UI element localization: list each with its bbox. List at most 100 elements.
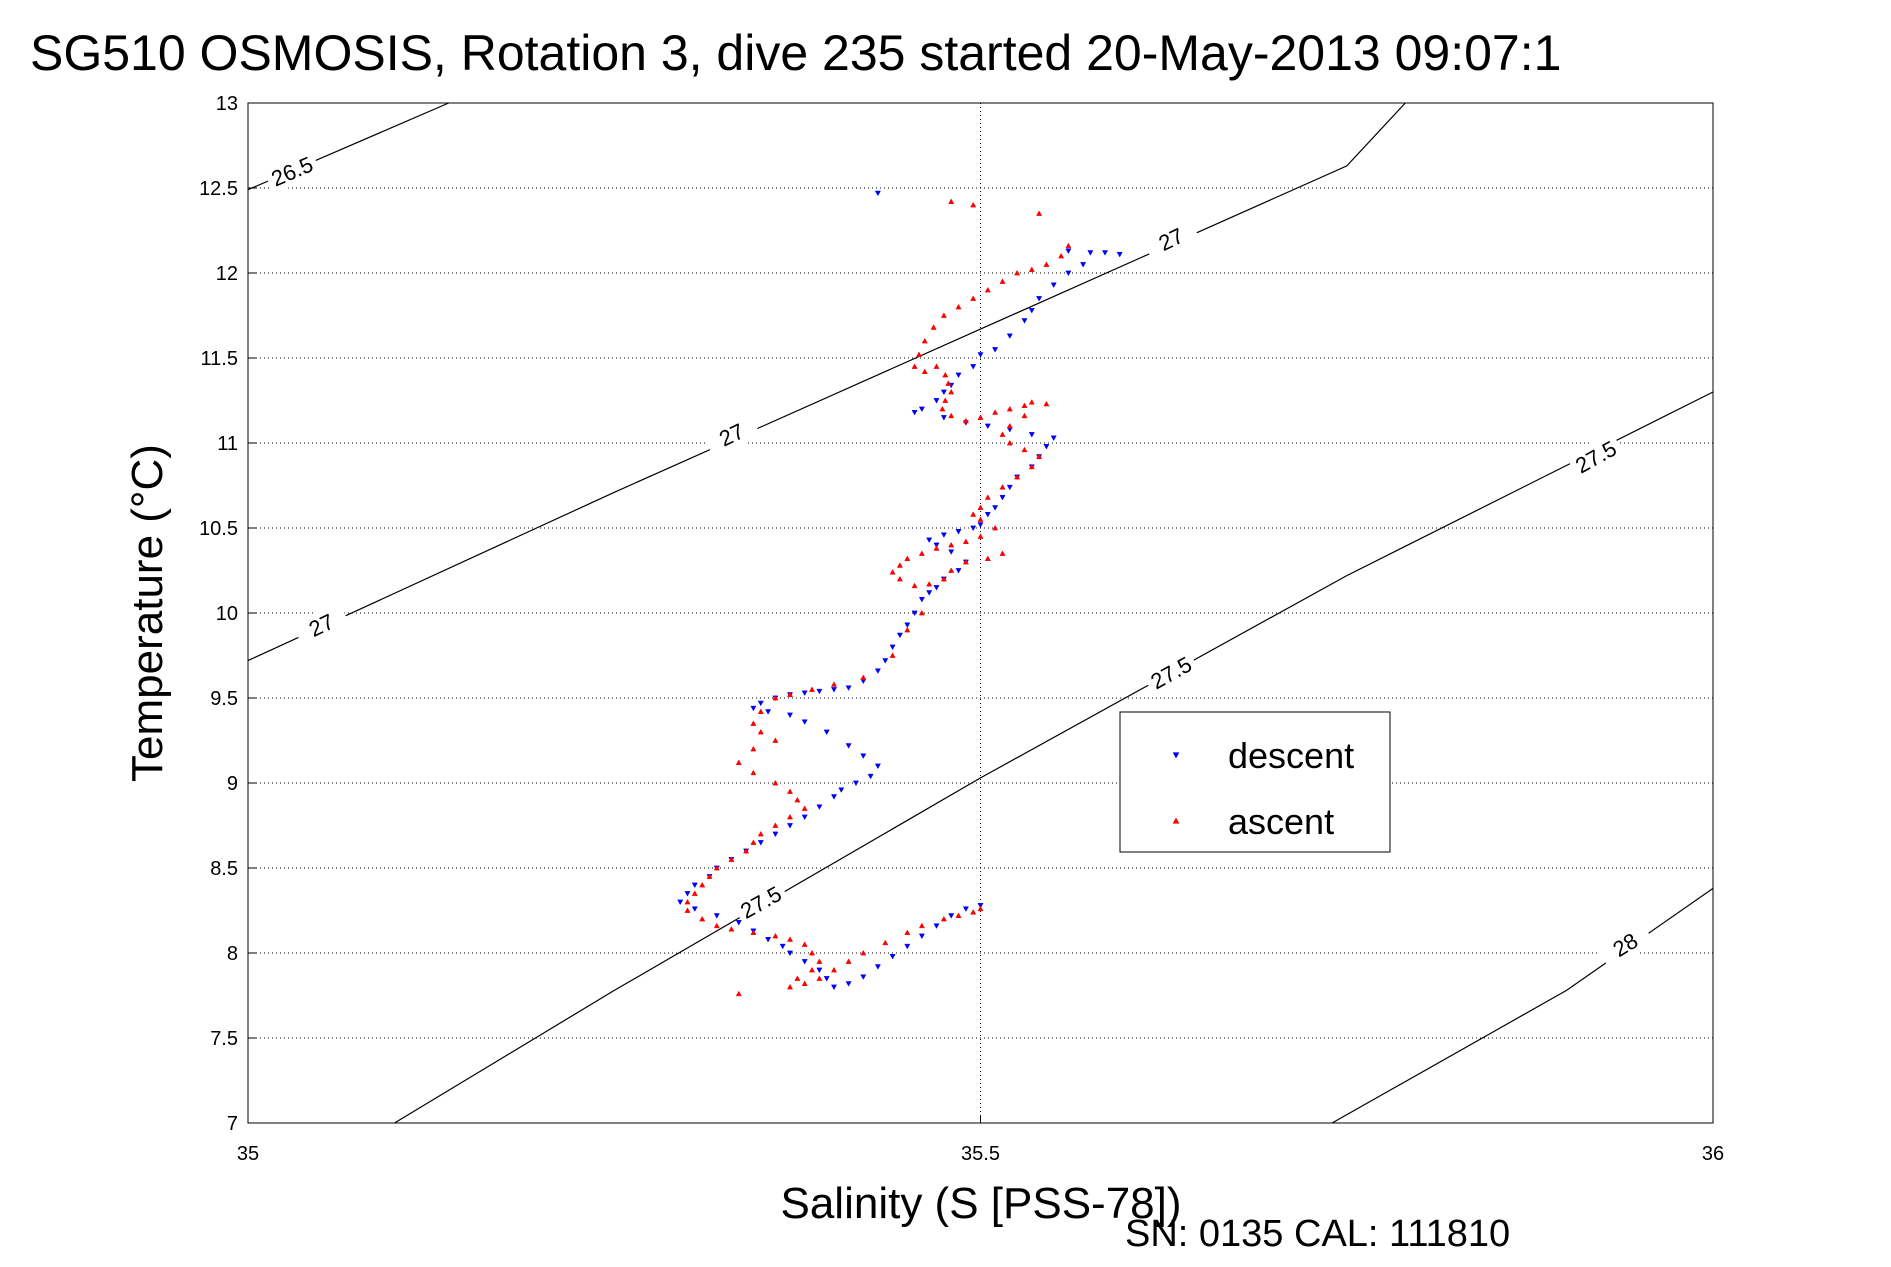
descent-point xyxy=(1006,484,1013,491)
ascent-point xyxy=(999,484,1006,490)
ascent-point xyxy=(955,912,962,918)
descent-point xyxy=(801,814,808,821)
series-descent xyxy=(677,190,1123,991)
contour-line-28 xyxy=(1331,887,1714,1124)
descent-point xyxy=(911,410,918,416)
ascent-point xyxy=(772,779,779,786)
ascent-point xyxy=(699,881,706,888)
descent-point xyxy=(786,823,794,829)
ascent-point xyxy=(984,494,991,500)
ascent-point xyxy=(977,414,984,420)
descent-point xyxy=(1043,444,1050,450)
ascent-point xyxy=(772,932,779,939)
ascent-point xyxy=(808,966,816,973)
ascent-point xyxy=(1021,412,1028,419)
y-tick-label: 12 xyxy=(216,263,238,285)
y-tick-label: 7 xyxy=(227,1113,238,1135)
descent-point xyxy=(823,729,830,736)
ascent-point xyxy=(921,368,928,374)
ascent-point xyxy=(904,929,911,935)
y-tick-label: 7.5 xyxy=(210,1028,238,1050)
ascent-point xyxy=(942,397,949,403)
descent-point xyxy=(874,190,881,197)
y-tick-label: 11.5 xyxy=(201,348,238,370)
ascent-point xyxy=(970,201,977,208)
descent-point xyxy=(1065,270,1072,277)
ascent-point xyxy=(977,516,984,522)
descent-point xyxy=(684,891,691,897)
descent-point xyxy=(874,964,881,970)
footer-serial-cal: SN: 0135 CAL: 111810 xyxy=(1125,1213,1510,1255)
ascent-point xyxy=(816,975,823,981)
legend-label-ascent: ascent xyxy=(1228,801,1334,842)
descent-point xyxy=(984,512,991,518)
descent-point xyxy=(860,974,867,980)
ascent-point xyxy=(940,575,947,582)
descent-point xyxy=(940,532,947,538)
descent-point xyxy=(970,364,977,370)
descent-point xyxy=(713,913,720,919)
y-tick-label: 10 xyxy=(216,603,238,625)
descent-point xyxy=(1116,251,1123,258)
ascent-point xyxy=(942,371,949,378)
ascent-point xyxy=(1058,252,1065,259)
ascent-point xyxy=(735,759,742,765)
y-tick-label: 9.5 xyxy=(210,688,238,710)
descent-point xyxy=(1101,250,1109,256)
ascent-point xyxy=(1021,446,1028,453)
ascent-point xyxy=(728,856,735,862)
x-tick-label: 35 xyxy=(237,1143,259,1165)
ascent-point xyxy=(757,708,764,714)
descent-point xyxy=(918,597,925,603)
ascent-point xyxy=(1043,261,1050,267)
descent-point xyxy=(757,700,764,707)
ascent-point xyxy=(1014,269,1021,276)
descent-point xyxy=(889,954,896,960)
ascent-point xyxy=(1006,405,1013,412)
ascent-point xyxy=(911,582,918,589)
descent-point xyxy=(977,903,984,909)
ascent-point xyxy=(926,580,933,587)
descent-point xyxy=(918,933,925,940)
descent-point xyxy=(765,937,772,943)
ascent-point xyxy=(999,550,1006,556)
legend: descent ascent xyxy=(1119,711,1391,853)
data-points xyxy=(677,190,1123,997)
ascent-point xyxy=(984,555,991,561)
contour-label-bg xyxy=(1141,215,1201,263)
ascent-point xyxy=(713,922,720,929)
ascent-point xyxy=(970,511,977,517)
descent-point xyxy=(816,804,823,810)
contour-label-bg xyxy=(1595,918,1655,971)
ascent-point xyxy=(786,691,794,697)
ascent-point xyxy=(1065,242,1072,249)
descent-point xyxy=(845,981,852,987)
descent-point xyxy=(735,920,742,926)
descent-point xyxy=(845,685,852,691)
ascent-point xyxy=(750,929,757,935)
ascent-point xyxy=(911,363,918,369)
grid xyxy=(248,103,1713,1123)
ascent-point xyxy=(750,769,757,776)
ascent-point xyxy=(706,873,713,879)
ascent-point xyxy=(699,915,706,922)
series-ascent xyxy=(684,198,1072,997)
ascent-point xyxy=(743,847,750,854)
descent-point xyxy=(1087,250,1094,256)
ascent-point xyxy=(750,720,757,726)
descent-point xyxy=(874,668,881,674)
descent-point xyxy=(860,753,867,759)
ascent-point xyxy=(948,198,955,204)
descent-point xyxy=(940,389,947,396)
ascent-point xyxy=(962,538,969,544)
descent-point xyxy=(977,352,984,358)
ascent-point xyxy=(970,909,977,915)
descent-point xyxy=(992,347,999,353)
y-tick-label: 8 xyxy=(227,943,238,965)
descent-point xyxy=(1050,435,1057,442)
descent-point xyxy=(984,423,991,430)
ascent-point xyxy=(808,949,816,956)
ascent-point xyxy=(801,941,808,947)
legend-label-descent: descent xyxy=(1228,735,1354,776)
